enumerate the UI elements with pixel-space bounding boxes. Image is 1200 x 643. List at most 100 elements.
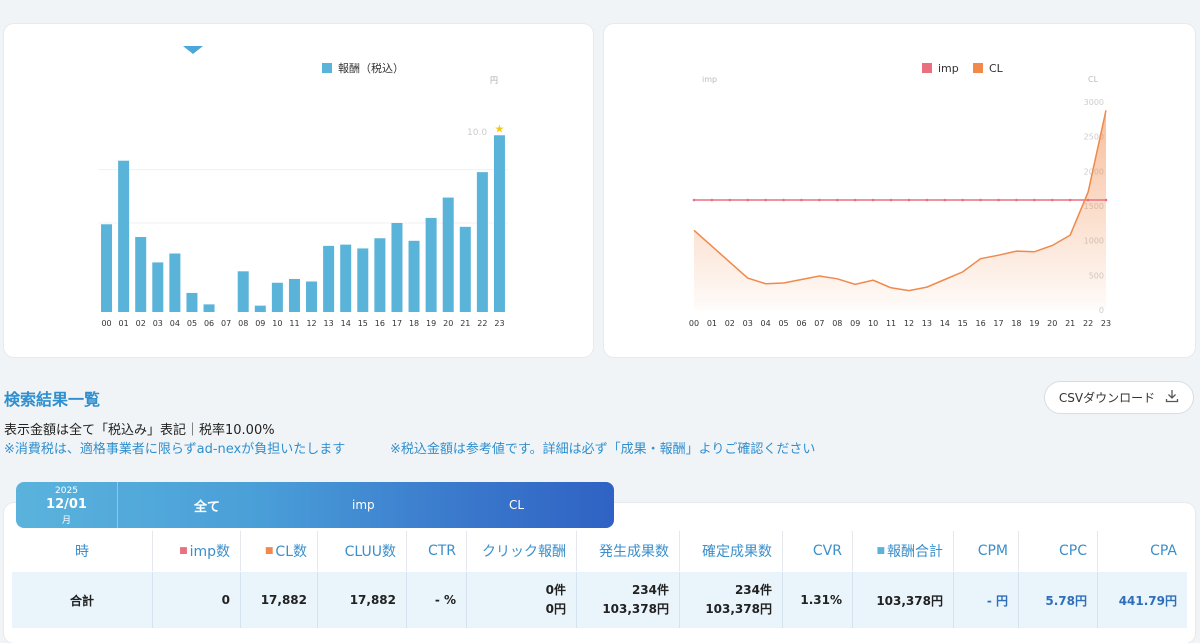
bar-20[interactable] xyxy=(442,197,454,312)
header-cpa[interactable]: CPA xyxy=(1097,531,1187,571)
header-occurred[interactable]: 発生成果数 xyxy=(576,531,679,571)
cell-imp: 0 xyxy=(152,572,240,628)
imp-point-17[interactable] xyxy=(997,198,1000,202)
bar-06[interactable] xyxy=(203,304,215,312)
x-tick-12: 12 xyxy=(306,319,316,328)
bar-03[interactable] xyxy=(152,262,164,312)
imp-point-10[interactable] xyxy=(871,198,875,202)
bar-08[interactable] xyxy=(237,271,249,312)
x-tick-10: 10 xyxy=(272,319,282,328)
header-cpm[interactable]: CPM xyxy=(953,531,1018,571)
imp-point-07[interactable] xyxy=(818,198,821,202)
date-selector[interactable]: 2025 12/01 月 xyxy=(16,482,118,528)
imp-point-12[interactable] xyxy=(907,198,911,202)
imp-point-21[interactable] xyxy=(1068,198,1072,202)
x-tick-23: 23 xyxy=(1101,319,1111,328)
bar-00[interactable] xyxy=(101,224,113,312)
y-tick-3000: 3000 xyxy=(1084,98,1104,107)
imp-point-08[interactable] xyxy=(836,198,839,202)
cell-occurred: 234件 103,378円 xyxy=(576,572,679,628)
bar-22[interactable] xyxy=(476,172,488,312)
tab-all[interactable]: 全て xyxy=(194,499,221,515)
cell-cluu: 17,882 xyxy=(317,572,406,628)
x-tick-18: 18 xyxy=(409,319,419,328)
header-hour[interactable]: 時 xyxy=(12,531,152,571)
x-tick-03: 03 xyxy=(153,319,163,328)
imp-point-22[interactable] xyxy=(1086,198,1090,202)
bar-15[interactable] xyxy=(357,248,369,312)
star-icon: ★ xyxy=(495,122,505,135)
x-tick-09: 09 xyxy=(255,319,265,328)
reward-dot-icon: ■ xyxy=(876,546,885,556)
x-tick-14: 14 xyxy=(940,319,950,328)
bar-14[interactable] xyxy=(340,244,352,312)
tab-cl[interactable]: CL xyxy=(509,498,525,512)
bar-11[interactable] xyxy=(288,278,300,312)
imp-point-05[interactable] xyxy=(782,198,785,202)
csv-download-label: CSVダウンロード xyxy=(1058,391,1156,405)
header-reward-total[interactable]: ■ 報酬合計 xyxy=(852,531,953,571)
imp-point-20[interactable] xyxy=(1050,198,1054,202)
cl-area-fill xyxy=(694,110,1106,310)
x-tick-05: 05 xyxy=(778,319,788,328)
legend-swatch-imp xyxy=(922,63,932,73)
bar-23[interactable] xyxy=(493,135,505,312)
imp-point-01[interactable] xyxy=(710,198,714,202)
table-header: 時 ■ imp数 ■ CL数 CLUU数 CTR クリック報酬 発生成果数 確定成果… xyxy=(12,531,1187,571)
bar-17[interactable] xyxy=(391,223,403,312)
header-cvr[interactable]: CVR xyxy=(782,531,852,571)
legend-swatch-reward xyxy=(322,63,332,73)
occurred-count: 234件 xyxy=(631,583,669,597)
header-click-reward[interactable]: クリック報酬 xyxy=(466,531,576,571)
header-confirmed[interactable]: 確定成果数 xyxy=(679,531,782,571)
imp-point-06[interactable] xyxy=(800,198,803,202)
bar-12[interactable] xyxy=(306,281,318,312)
bar-19[interactable] xyxy=(425,217,437,312)
x-tick-22: 22 xyxy=(1083,319,1093,328)
imp-point-19[interactable] xyxy=(1033,198,1036,202)
x-tick-00: 00 xyxy=(101,319,111,328)
x-tick-20: 20 xyxy=(443,319,453,328)
bar-18[interactable] xyxy=(408,240,420,312)
imp-point-23[interactable] xyxy=(1104,198,1108,202)
bar-01[interactable] xyxy=(118,160,130,312)
x-tick-16: 16 xyxy=(976,319,986,328)
imp-point-03[interactable] xyxy=(746,198,750,202)
header-ctr-label: CTR xyxy=(427,543,456,559)
imp-point-18[interactable] xyxy=(1015,198,1018,202)
right-axis-label: CL xyxy=(1088,75,1099,84)
imp-point-02[interactable] xyxy=(728,198,732,202)
imp-point-15[interactable] xyxy=(961,198,964,202)
x-tick-05: 05 xyxy=(187,319,197,328)
bar-04[interactable] xyxy=(169,253,181,312)
bar-21[interactable] xyxy=(459,226,471,312)
tab-imp[interactable]: imp xyxy=(352,498,375,512)
bar-10[interactable] xyxy=(271,282,283,312)
header-cl[interactable]: ■ CL数 xyxy=(240,531,317,571)
imp-point-09[interactable] xyxy=(853,198,857,202)
imp-point-16[interactable] xyxy=(979,198,982,202)
x-tick-10: 10 xyxy=(868,319,878,328)
x-tick-09: 09 xyxy=(850,319,860,328)
header-ctr[interactable]: CTR xyxy=(406,531,466,571)
imp-point-04[interactable] xyxy=(764,198,767,202)
bar-09[interactable] xyxy=(254,305,266,312)
cl-dot-icon: ■ xyxy=(264,546,274,556)
imp-point-00[interactable] xyxy=(692,198,696,202)
csv-download-button[interactable]: CSVダウンロード xyxy=(1044,381,1194,414)
bar-05[interactable] xyxy=(186,292,198,312)
confirmed-amount: 103,378円 xyxy=(705,602,772,616)
x-tick-06: 06 xyxy=(796,319,806,328)
header-imp[interactable]: ■ imp数 xyxy=(152,531,240,571)
x-tick-16: 16 xyxy=(375,319,385,328)
header-cluu[interactable]: CLUU数 xyxy=(317,531,406,571)
bar-13[interactable] xyxy=(323,245,335,312)
imp-point-14[interactable] xyxy=(943,198,947,202)
imp-point-13[interactable] xyxy=(925,198,929,202)
x-tick-13: 13 xyxy=(922,319,932,328)
bar-02[interactable] xyxy=(135,236,147,312)
imp-point-11[interactable] xyxy=(889,198,893,202)
header-cpc[interactable]: CPC xyxy=(1018,531,1097,571)
legend-swatch-cl xyxy=(973,63,983,73)
bar-16[interactable] xyxy=(374,238,386,312)
